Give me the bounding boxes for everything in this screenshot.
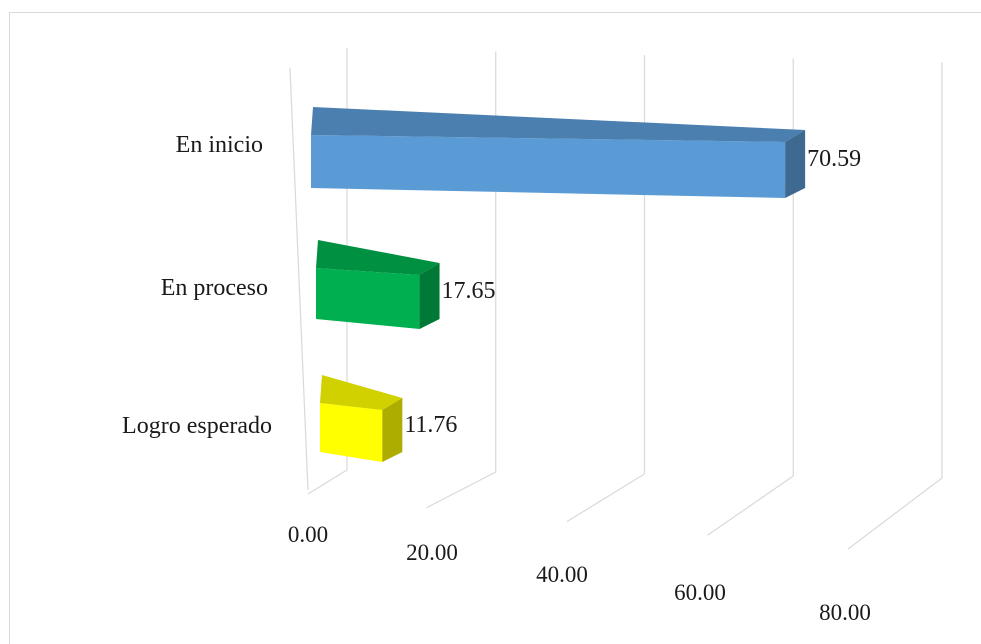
data-label: 11.76 [404,412,457,438]
bar-top-face [316,240,440,275]
data-label: 70.59 [807,146,861,172]
x-tick-label: 60.00 [674,580,726,605]
gridline-floor [307,469,348,495]
gridline-floor [566,473,645,523]
x-tick-label: 0.00 [288,522,328,547]
x-tick-label: 20.00 [406,540,458,565]
x-tick-label: 80.00 [819,600,871,625]
bar-en-inicio [311,135,786,198]
labels: 0.00 20.00 40.00 60.00 80.00 En inicio 70.59 En… [122,132,871,625]
category-label: Logro esperado [122,413,272,439]
gridline-floor [707,475,794,536]
bar-side-face [419,263,440,329]
bar-top-face [311,107,806,142]
category-label: En inicio [176,132,263,158]
category-label: En proceso [161,275,268,301]
bar-side-face [382,398,403,462]
data-label: 17.65 [442,278,496,304]
gridline-axis-edge [289,67,309,491]
gridline-floor [847,477,943,550]
x-tick-label: 40.00 [536,562,588,587]
gridline-floor [426,471,497,509]
bars [311,107,806,462]
bar-top-face [320,375,403,410]
bar-en-proceso [316,268,420,329]
bar-logro-esperado [320,403,383,462]
bar-side-face [785,130,806,198]
